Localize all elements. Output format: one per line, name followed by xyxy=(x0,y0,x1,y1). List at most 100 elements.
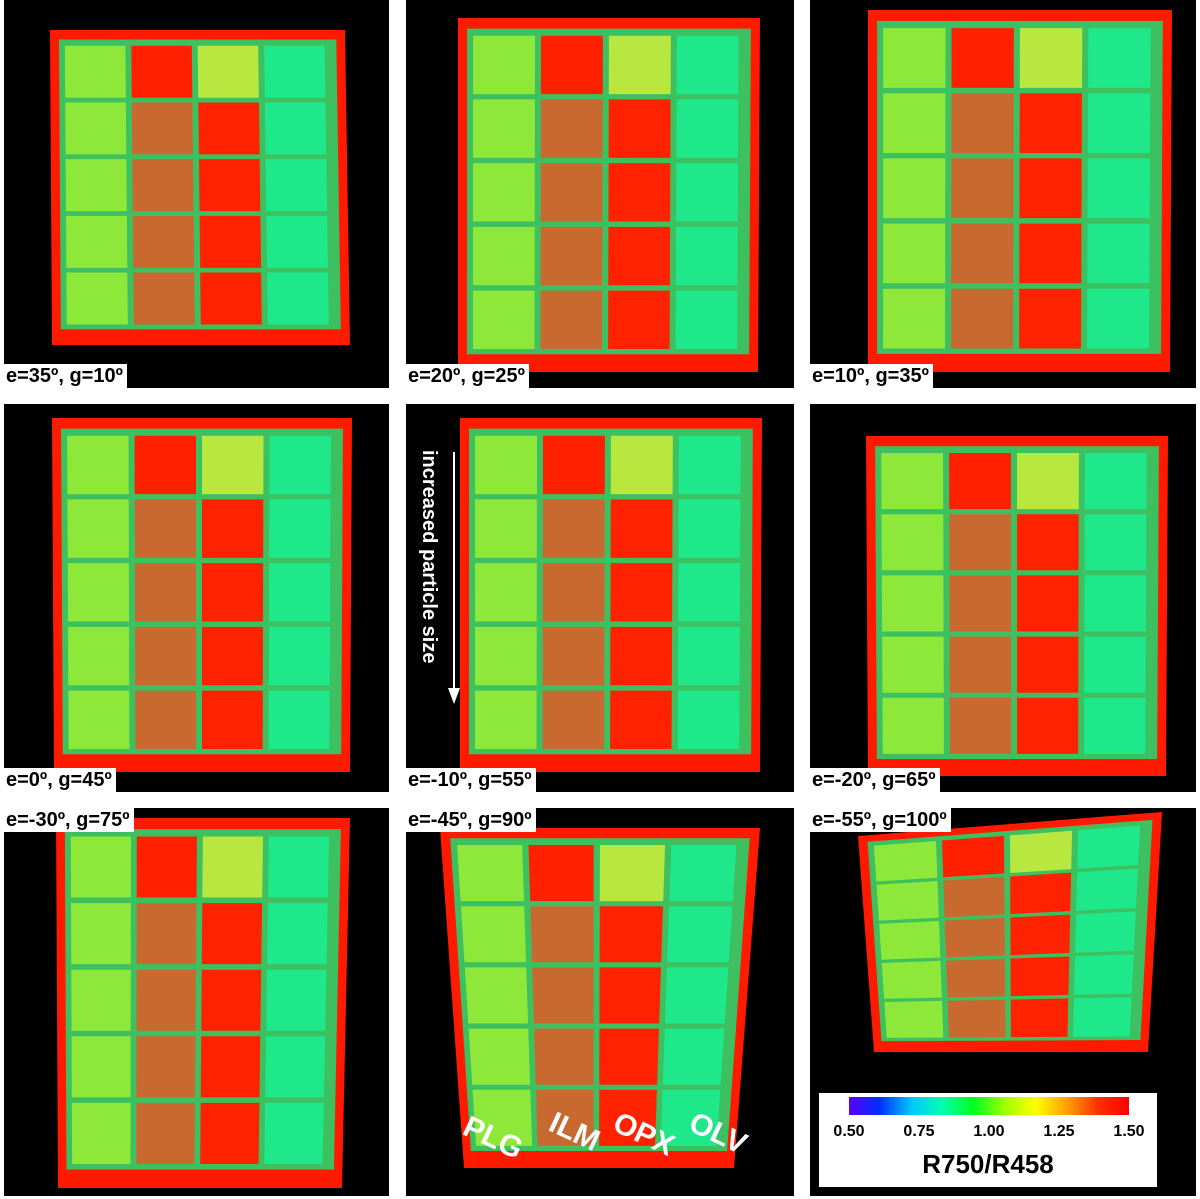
sample-cell xyxy=(131,102,193,155)
sample-cell xyxy=(610,690,672,749)
sample-cell xyxy=(475,690,537,749)
sample-cell xyxy=(197,45,259,98)
colorbar-legend: 0.50 0.75 1.00 1.25 1.50 R750/R458 xyxy=(818,1092,1158,1188)
sample-cell xyxy=(66,272,128,325)
sample-cell xyxy=(534,1028,594,1085)
sample-cell xyxy=(678,563,741,622)
sample-cell xyxy=(200,272,262,325)
sample-cell xyxy=(266,215,328,268)
sample-cell xyxy=(599,906,664,963)
sample-cell xyxy=(1084,453,1147,510)
sample-cell xyxy=(678,499,741,558)
panel-3: e=10º, g=35º xyxy=(810,0,1196,388)
sample-cell xyxy=(951,28,1014,88)
sample-cell xyxy=(473,226,535,286)
sample-cell xyxy=(67,499,129,558)
sample-cell xyxy=(475,626,537,686)
sample-cell xyxy=(1019,223,1082,284)
sample-tray-image xyxy=(866,436,1168,776)
sample-cell xyxy=(1084,697,1146,754)
sample-cell xyxy=(473,290,535,349)
sample-cell xyxy=(201,903,263,965)
sample-cell xyxy=(202,499,264,558)
sample-tray-image xyxy=(50,30,350,345)
sample-cell xyxy=(202,690,263,749)
sample-cell xyxy=(1017,453,1079,510)
sample-cell xyxy=(269,499,331,558)
sample-tray-image xyxy=(868,10,1172,372)
colorbar-title: R750/R458 xyxy=(922,1149,1054,1179)
sample-cell xyxy=(951,93,1014,153)
sample-cell xyxy=(267,903,328,965)
sample-cell xyxy=(268,690,330,749)
sample-cell xyxy=(68,690,130,749)
sample-cell xyxy=(199,215,262,268)
sample-cell xyxy=(675,290,738,349)
sample-cell xyxy=(1087,93,1151,153)
sample-cell xyxy=(1010,872,1072,915)
sample-cell xyxy=(876,880,939,921)
sample-cell xyxy=(1019,158,1082,219)
sample-cell xyxy=(1019,93,1082,153)
sample-cell xyxy=(660,1089,721,1146)
sample-cell xyxy=(457,845,525,902)
sample-tray-image xyxy=(460,418,762,772)
sample-cell xyxy=(882,636,944,693)
sample-cell xyxy=(947,999,1006,1038)
sample-cell xyxy=(202,435,264,495)
sample-cell xyxy=(475,499,537,558)
panel-label: e=-45º, g=90º xyxy=(406,808,536,832)
sample-cell xyxy=(540,35,603,95)
panel-label: e=-30º, g=75º xyxy=(4,808,134,832)
sample-cell xyxy=(472,1089,533,1146)
sample-cell xyxy=(883,158,946,219)
sample-cell xyxy=(599,1028,659,1085)
sample-cell xyxy=(949,636,1012,693)
panel-1: e=35º, g=10º xyxy=(4,0,389,388)
sample-cell xyxy=(136,969,196,1031)
sample-cell xyxy=(608,290,670,349)
sample-cell xyxy=(676,99,739,158)
sample-cell xyxy=(678,435,741,495)
sample-cell xyxy=(883,223,946,284)
sample-cell xyxy=(542,563,605,622)
sample-cell xyxy=(68,626,130,686)
sample-cell xyxy=(1017,697,1079,754)
sample-cell xyxy=(198,102,260,155)
sample-cell xyxy=(599,1089,657,1146)
colorbar-tick: 1.50 xyxy=(1113,1123,1145,1140)
sample-cell xyxy=(528,845,594,902)
sample-cell xyxy=(675,226,738,286)
sample-cell xyxy=(70,836,131,898)
sample-cell xyxy=(542,626,605,686)
sample-cell xyxy=(66,215,128,268)
sample-cell xyxy=(1019,28,1083,88)
sample-cell xyxy=(943,876,1005,918)
sample-cell xyxy=(1075,911,1136,953)
sample-cell xyxy=(136,836,197,898)
panel-7: e=-30º, g=75º xyxy=(4,808,389,1196)
sample-cell xyxy=(1010,914,1071,956)
sample-cell xyxy=(1017,514,1079,571)
sample-cell xyxy=(266,969,327,1031)
sample-cell xyxy=(610,499,673,558)
sample-cell xyxy=(532,967,594,1024)
sample-cell xyxy=(1084,636,1146,693)
sample-cell xyxy=(264,45,326,98)
sample-cell xyxy=(951,288,1014,349)
sample-cell xyxy=(608,226,671,286)
sample-cell xyxy=(530,906,594,963)
sample-cell xyxy=(946,958,1006,998)
sample-cell xyxy=(267,272,329,325)
sample-cell xyxy=(1010,830,1073,874)
sample-cell xyxy=(599,967,661,1024)
sample-cell xyxy=(535,1089,594,1146)
sample-cell xyxy=(883,288,946,349)
sample-cell xyxy=(677,690,740,749)
panel-label: e=20º, g=25º xyxy=(406,364,529,388)
sample-cell xyxy=(134,499,197,558)
sample-cell xyxy=(71,1102,131,1164)
sample-cell xyxy=(198,159,261,212)
sample-tray-image xyxy=(458,18,760,372)
sample-cell xyxy=(132,159,194,212)
